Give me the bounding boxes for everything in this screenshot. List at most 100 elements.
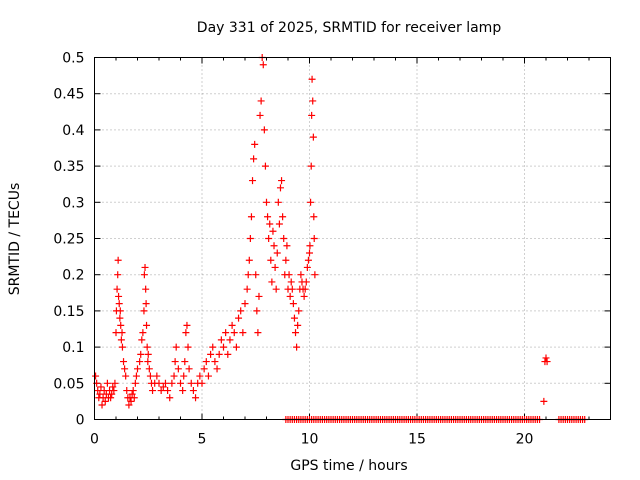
data-point — [96, 390, 104, 398]
data-point — [283, 242, 291, 250]
data-point — [118, 329, 126, 337]
data-point — [182, 329, 190, 337]
data-point — [311, 271, 319, 279]
data-point — [189, 387, 197, 395]
data-point — [92, 372, 100, 380]
y-axis-label: SRMTID / TECUs — [7, 183, 23, 296]
data-point — [263, 198, 270, 206]
y-tick-label: 0.15 — [53, 304, 84, 320]
y-tick-label: 0.2 — [62, 268, 84, 284]
data-point — [128, 390, 136, 398]
data-point — [114, 271, 122, 279]
axis-ticks — [94, 57, 611, 420]
data-point — [146, 372, 154, 380]
x-axis-label: GPS time / hours — [290, 458, 407, 474]
data-point — [138, 336, 146, 344]
data-point — [116, 314, 124, 322]
data-point — [267, 256, 275, 264]
data-point — [168, 379, 176, 387]
data-point — [257, 97, 265, 105]
data-point — [239, 329, 247, 337]
data-point — [230, 329, 238, 337]
data-point — [109, 383, 117, 391]
data-point — [249, 177, 257, 185]
y-tick-label: 0.25 — [53, 232, 84, 248]
data-point — [117, 336, 125, 344]
data-point — [259, 61, 267, 69]
data-point — [276, 184, 284, 192]
data-point — [244, 271, 252, 279]
x-tick-label: 5 — [198, 432, 207, 448]
data-point — [140, 271, 148, 279]
data-point — [117, 321, 125, 329]
data-point — [232, 343, 240, 351]
data-point — [110, 387, 118, 395]
data-point — [309, 133, 317, 141]
data-point — [134, 365, 141, 373]
data-point — [211, 358, 219, 366]
data-point — [247, 213, 255, 221]
data-point — [269, 227, 277, 235]
data-point — [254, 329, 262, 337]
y-tick-label: 0.4 — [62, 123, 84, 139]
data-point — [252, 271, 260, 279]
data-point — [273, 249, 281, 257]
data-point — [204, 372, 212, 380]
data-point — [170, 372, 178, 380]
data-point — [115, 292, 123, 300]
data-point — [120, 358, 128, 366]
data-point — [295, 307, 303, 315]
data-point — [292, 329, 300, 337]
data-point — [294, 321, 302, 329]
data-point — [304, 256, 312, 264]
data-point — [264, 213, 272, 221]
data-point — [140, 307, 148, 315]
data-point — [542, 354, 550, 362]
data-point — [246, 235, 254, 242]
data-point — [114, 256, 122, 264]
x-tick-label: 15 — [408, 432, 426, 448]
data-point — [285, 271, 293, 279]
y-tick-label: 0.5 — [62, 51, 84, 67]
data-point — [301, 285, 309, 293]
data-point — [141, 263, 149, 271]
x-tick-label: 20 — [516, 432, 534, 448]
plot-frame — [94, 57, 611, 420]
data-point — [237, 307, 245, 315]
data-point — [97, 383, 105, 391]
data-point — [307, 198, 315, 206]
data-point — [241, 300, 249, 308]
data-point — [137, 350, 145, 358]
y-tick-label: 0.35 — [53, 159, 84, 175]
data-point — [279, 213, 287, 221]
data-point — [98, 401, 106, 409]
data-point — [108, 390, 116, 398]
data-point — [143, 343, 151, 351]
data-point — [180, 372, 188, 380]
data-point — [196, 372, 204, 380]
data-point — [287, 278, 295, 286]
data-point — [187, 379, 195, 387]
data-point — [113, 285, 121, 293]
data-point — [306, 249, 313, 257]
data-point — [293, 343, 301, 351]
data-point — [145, 365, 153, 373]
data-point — [149, 387, 157, 395]
data-point — [310, 213, 318, 221]
data-point — [136, 358, 144, 366]
data-point — [122, 372, 130, 380]
data-point — [198, 379, 206, 387]
data-point — [131, 379, 139, 387]
data-point — [166, 394, 174, 402]
data-point — [139, 329, 147, 337]
y-tick-label: 0.45 — [53, 87, 84, 103]
data-point — [127, 397, 135, 405]
x-tick-label: 0 — [90, 432, 99, 448]
x-tick-labels: 0 5 10 15 20 — [90, 432, 533, 448]
data-point — [275, 220, 283, 228]
data-point — [116, 307, 124, 315]
data-point — [121, 365, 129, 373]
data-point — [286, 292, 294, 300]
data-point — [265, 235, 273, 242]
